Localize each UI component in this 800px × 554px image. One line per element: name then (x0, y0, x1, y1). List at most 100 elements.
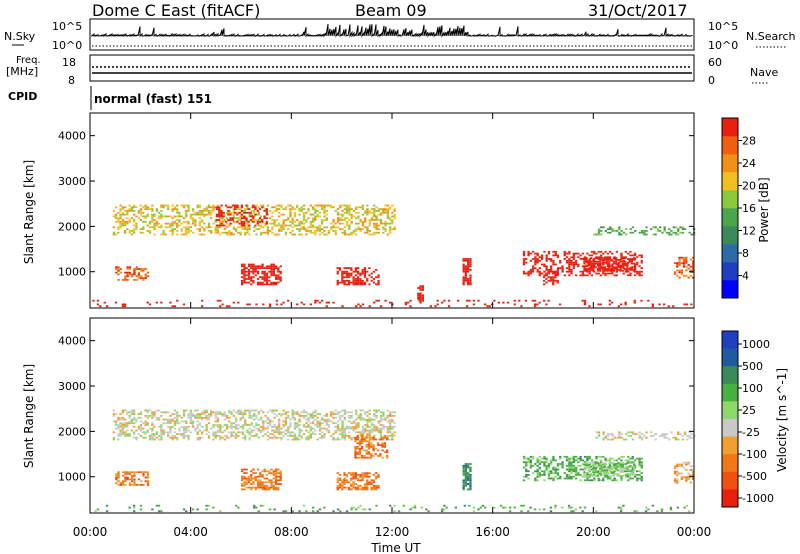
power-cell (336, 272, 339, 275)
velocity-cell (330, 420, 333, 423)
velocity-cell (556, 472, 560, 474)
power-cell (545, 258, 548, 260)
power-cell (248, 303, 251, 306)
velocity-cell (370, 486, 373, 489)
power-cell (619, 264, 622, 267)
power-cell (151, 226, 154, 229)
velocity-cell (352, 484, 355, 487)
power-cell (278, 204, 281, 207)
velocity-cell (256, 486, 260, 489)
velocity-cell (682, 467, 686, 469)
power-cell (232, 213, 235, 216)
velocity-cell (298, 418, 301, 421)
velocity-cell (164, 422, 167, 425)
power-cell (601, 257, 604, 259)
velocity-cell (323, 435, 326, 437)
power-cell (622, 231, 626, 234)
power-cell (284, 219, 288, 221)
velocity-cell (363, 449, 366, 452)
velocity-cell (536, 470, 539, 473)
power-cell (249, 211, 253, 214)
velocity-cell (354, 453, 357, 455)
power-cell (595, 233, 598, 236)
velocity-cell (525, 475, 528, 478)
power-cell (144, 215, 147, 218)
power-cell (263, 279, 266, 282)
velocity-cell (176, 433, 179, 435)
velocity-cell (572, 466, 575, 469)
velocity-cell (235, 504, 238, 507)
power-cell (593, 250, 596, 253)
velocity-colorbar-swatch (722, 489, 738, 508)
velocity-cell (221, 431, 224, 434)
velocity-cell (386, 435, 389, 437)
velocity-cell (617, 473, 620, 475)
power-cell (254, 208, 257, 210)
velocity-cell (379, 453, 382, 455)
power-cell (343, 204, 346, 207)
velocity-cell (293, 413, 297, 415)
velocity-cell (356, 451, 359, 454)
power-cell (366, 231, 369, 234)
velocity-cell (167, 435, 170, 437)
velocity-cell (552, 468, 555, 471)
velocity-cell (169, 431, 172, 434)
velocity-cell (568, 474, 571, 476)
power-cell (345, 222, 349, 225)
power-cell (469, 265, 472, 268)
velocity-cell (282, 424, 285, 426)
velocity-cell (357, 477, 360, 480)
power-cell (203, 213, 206, 216)
velocity-cell (244, 436, 247, 439)
velocity-cell (565, 455, 569, 458)
power-cell (640, 261, 643, 264)
velocity-cell (379, 436, 383, 439)
power-cell (103, 301, 106, 304)
velocity-cell (525, 464, 528, 467)
power-cell (169, 222, 172, 225)
power-cell (180, 204, 183, 207)
freq-right-tick-bottom: 0 (708, 74, 715, 87)
velocity-cell (243, 483, 246, 485)
power-cell (419, 298, 422, 300)
velocity-cell (567, 506, 571, 509)
power-colorbar-tick-label: 20 (742, 180, 756, 193)
velocity-cell (593, 479, 596, 482)
velocity-cell (391, 415, 394, 417)
power-cell (583, 260, 586, 263)
velocity-cell (189, 411, 192, 414)
velocity-cell (323, 436, 326, 439)
velocity-cell (586, 457, 589, 460)
power-cell (592, 268, 595, 270)
velocity-cell (543, 464, 546, 467)
power-cell (140, 275, 143, 278)
power-cell (270, 267, 273, 269)
power-cell (250, 206, 254, 209)
power-cell (608, 272, 612, 275)
velocity-cell (587, 471, 591, 474)
power-cell (472, 303, 476, 306)
velocity-cell (293, 416, 297, 419)
velocity-cell (638, 463, 641, 465)
velocity-cell (386, 427, 389, 430)
power-cell (256, 278, 260, 280)
power-cell (618, 261, 621, 264)
velocity-cell (241, 425, 245, 428)
velocity-cell (467, 483, 470, 485)
power-cell (268, 305, 272, 308)
power-cell (271, 219, 274, 221)
power-cell (363, 281, 367, 284)
velocity-cell (196, 416, 199, 419)
velocity-cell (386, 416, 389, 419)
velocity-cell (198, 422, 201, 425)
velocity-cell (464, 477, 467, 480)
power-cell (373, 204, 376, 207)
power-cell (135, 275, 138, 278)
velocity-cell (225, 415, 229, 417)
power-cell (215, 215, 219, 218)
power-cell (522, 254, 526, 257)
velocity-cell (128, 415, 131, 417)
velocity-cell (275, 475, 278, 478)
power-cell (389, 217, 392, 220)
